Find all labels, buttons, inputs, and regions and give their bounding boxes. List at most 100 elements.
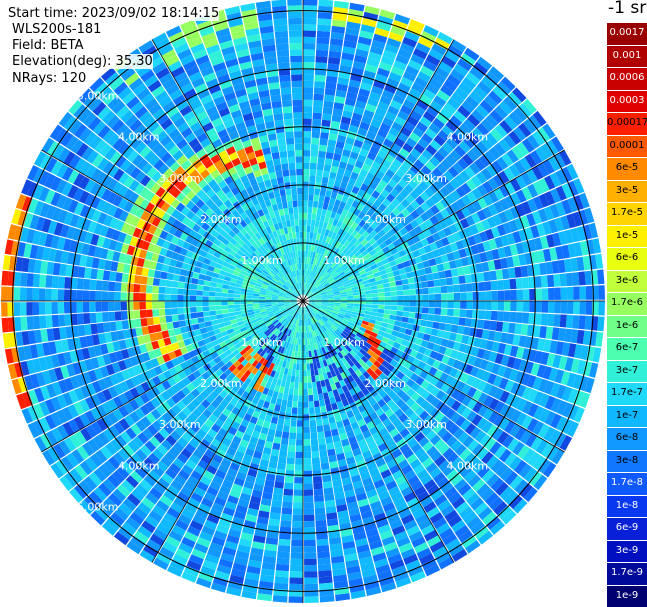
range-gate: [318, 327, 324, 334]
range-gate: [392, 433, 403, 444]
range-gate: [131, 488, 145, 502]
range-gate: [348, 577, 364, 587]
range-gate: [336, 220, 343, 228]
range-gate: [303, 257, 306, 264]
range-gate: [296, 439, 303, 446]
range-gate: [89, 279, 97, 291]
range-gate: [433, 134, 446, 147]
range-gate: [310, 286, 316, 292]
range-gate: [271, 318, 278, 324]
range-gate: [495, 482, 509, 496]
range-gate: [445, 538, 461, 551]
range-gate: [312, 207, 318, 214]
range-gate: [485, 250, 494, 261]
range-gate: [346, 242, 354, 250]
range-gate: [122, 444, 135, 457]
range-gate: [504, 379, 515, 393]
range-gate: [398, 508, 412, 519]
range-gate: [310, 257, 315, 265]
range-gate: [376, 21, 392, 32]
range-gate: [262, 555, 276, 564]
range-gate: [388, 31, 404, 43]
range-gate: [485, 132, 498, 146]
range-gate: [363, 283, 371, 288]
range-gate: [291, 369, 296, 377]
range-gate: [409, 19, 425, 31]
range-gate: [543, 206, 554, 221]
range-gate: [278, 538, 291, 546]
range-gate: [367, 97, 379, 107]
range-gate: [450, 39, 467, 53]
range-gate: [237, 410, 246, 419]
range-gate: [473, 253, 482, 264]
range-gate: [311, 131, 320, 139]
range-gate: [145, 285, 153, 294]
range-gate: [194, 361, 203, 370]
range-gate: [481, 167, 493, 181]
range-gate: [254, 326, 261, 332]
range-gate: [552, 232, 562, 247]
range-gate: [371, 352, 380, 361]
range-gate: [181, 536, 196, 549]
range-gate: [287, 315, 292, 322]
range-gate: [327, 296, 335, 299]
range-gate: [447, 308, 454, 317]
range-gate: [261, 562, 276, 571]
range-gate: [490, 128, 503, 142]
range-gate: [235, 550, 250, 560]
range-gate: [580, 345, 589, 360]
range-gate: [418, 247, 427, 256]
range-gate: [282, 311, 288, 316]
range-gate: [426, 506, 441, 519]
range-gate: [306, 306, 311, 312]
range-gate: [272, 493, 283, 502]
range-gate: [312, 112, 322, 120]
range-gate: [120, 301, 128, 311]
range-gate: [478, 506, 493, 521]
range-gate: [309, 301, 316, 303]
range-gate: [489, 320, 497, 331]
range-gate: [484, 492, 499, 506]
range-gate: [425, 54, 441, 67]
range-gate: [511, 145, 524, 160]
range-gate: [287, 308, 294, 313]
range-gate: [579, 301, 587, 315]
range-gate: [95, 291, 102, 301]
range-gate: [153, 557, 169, 571]
range-gate: [316, 169, 324, 177]
range-gate: [181, 464, 194, 476]
range-gate: [323, 339, 329, 346]
range-gate: [382, 198, 391, 208]
range-gate: [196, 290, 203, 296]
range-gate: [301, 307, 303, 314]
range-gate: [450, 324, 459, 334]
range-gate: [367, 273, 375, 280]
range-gate: [405, 93, 419, 105]
range-gate: [497, 342, 507, 354]
range-gate: [246, 407, 255, 416]
range-gate: [318, 437, 326, 445]
range-gate: [397, 82, 411, 94]
range-gate: [481, 370, 491, 383]
range-gate: [369, 45, 384, 56]
range-gate: [516, 398, 528, 412]
range-gate: [352, 269, 359, 276]
range-gate: [405, 204, 416, 214]
range-gate: [444, 216, 454, 227]
range-gate: [572, 272, 580, 286]
range-gate: [329, 537, 342, 545]
range-gate: [510, 289, 517, 301]
range-gate: [503, 344, 513, 356]
range-gate: [518, 122, 532, 138]
range-gate: [545, 261, 554, 275]
range-gate: [409, 189, 420, 200]
range-gate: [343, 267, 351, 274]
range-gate: [389, 281, 397, 287]
range-gate: [508, 267, 516, 279]
range-gate: [262, 327, 269, 333]
range-gate: [318, 254, 324, 261]
range-gate: [346, 293, 353, 297]
range-gate: [341, 534, 354, 544]
range-gate: [366, 406, 375, 416]
range-gate: [387, 390, 397, 399]
